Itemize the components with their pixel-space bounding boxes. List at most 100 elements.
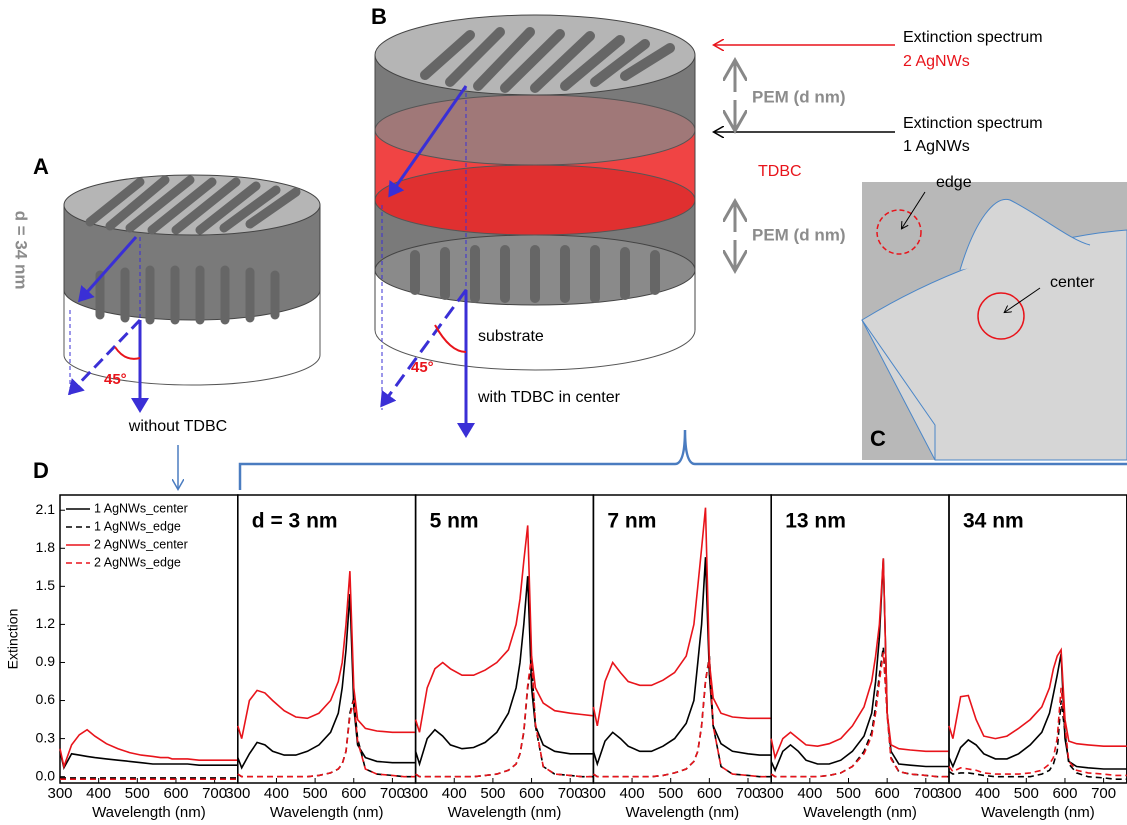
spectrum-line bbox=[770, 558, 949, 773]
y-tick-label: 2.1 bbox=[36, 501, 56, 517]
angle-label: 45° bbox=[104, 371, 127, 388]
annotation: edge bbox=[936, 174, 972, 191]
spectrum-line bbox=[948, 687, 1127, 777]
y-tick-label: 1.8 bbox=[36, 539, 56, 555]
x-axis-label: Wavelength (nm) bbox=[92, 804, 206, 821]
x-tick-label: 400 bbox=[620, 785, 645, 802]
angle-label: 45° bbox=[411, 359, 434, 376]
x-axis-label: Wavelength (nm) bbox=[981, 804, 1095, 821]
spectrum-line bbox=[414, 576, 594, 767]
annotation: Extinction spectrum bbox=[903, 29, 1043, 46]
spectrum-line bbox=[592, 658, 772, 778]
spectrum-line bbox=[948, 647, 1127, 747]
x-tick-label: 400 bbox=[797, 785, 822, 802]
y-tick-label: 0.3 bbox=[36, 729, 56, 745]
plot-frame bbox=[237, 494, 417, 784]
x-tick-label: 400 bbox=[86, 785, 111, 802]
spectrum-line bbox=[237, 700, 416, 778]
x-tick-label: 500 bbox=[1014, 785, 1039, 802]
x-tick-label: 600 bbox=[519, 785, 544, 802]
diagram-a bbox=[63, 174, 321, 413]
plot-frame bbox=[414, 494, 595, 784]
panel-title: 13 nm bbox=[785, 510, 846, 533]
panel-label: A bbox=[33, 154, 49, 179]
spectrum-line bbox=[592, 557, 772, 767]
annotation: Extinction spectrum bbox=[903, 115, 1043, 132]
x-tick-label: 400 bbox=[442, 785, 467, 802]
x-tick-label: 600 bbox=[697, 785, 722, 802]
legend-label: 1 AgNWs_center bbox=[94, 501, 188, 515]
x-tick-label: 700 bbox=[1091, 785, 1116, 802]
image-c bbox=[861, 182, 1127, 461]
diagram-b bbox=[374, 14, 895, 438]
annotation: TDBC bbox=[758, 163, 802, 180]
x-tick-label: 700 bbox=[202, 785, 227, 802]
x-tick-label: 300 bbox=[225, 785, 250, 802]
spectrum-line bbox=[59, 751, 238, 771]
caption: with TDBC in center bbox=[477, 389, 621, 406]
panel-title: d = 3 nm bbox=[252, 510, 338, 533]
annotation: PEM (d nm) bbox=[752, 87, 846, 106]
panel-title: 34 nm bbox=[963, 510, 1024, 533]
x-tick-label: 700 bbox=[380, 785, 405, 802]
spectrum-line bbox=[770, 652, 949, 778]
legend-label: 1 AgNWs_edge bbox=[94, 519, 181, 533]
thickness-label: d = 34 nm bbox=[12, 211, 31, 290]
x-tick-label: 600 bbox=[1052, 785, 1077, 802]
annotation: 2 AgNWs bbox=[903, 53, 970, 70]
spectrum-line bbox=[237, 571, 416, 739]
x-tick-label: 600 bbox=[875, 785, 900, 802]
x-tick-label: 400 bbox=[264, 785, 289, 802]
spectrum-line bbox=[770, 558, 949, 761]
spectrum-line bbox=[415, 655, 594, 778]
panel-title: 5 nm bbox=[430, 510, 479, 533]
spectrum-line bbox=[948, 700, 1127, 780]
x-tick-label: 500 bbox=[480, 785, 505, 802]
y-axis-label: Extinction bbox=[5, 609, 21, 670]
x-axis-label: Wavelength (nm) bbox=[803, 804, 917, 821]
panel-title: 7 nm bbox=[607, 510, 656, 533]
y-tick-label: 0.6 bbox=[36, 691, 56, 707]
y-tick-label: 0.9 bbox=[36, 653, 56, 669]
x-tick-label: 400 bbox=[975, 785, 1000, 802]
spectrum-line bbox=[59, 728, 238, 770]
spectrum-line bbox=[237, 593, 416, 770]
spectrum-line bbox=[948, 653, 1127, 770]
plot-frame bbox=[592, 494, 772, 784]
spectrum-line bbox=[592, 655, 772, 778]
spectrum-line bbox=[592, 507, 772, 727]
x-tick-label: 500 bbox=[303, 785, 328, 802]
x-tick-label: 300 bbox=[936, 785, 961, 802]
plot-frame bbox=[770, 494, 950, 784]
panel-label: C bbox=[870, 426, 886, 451]
x-tick-label: 500 bbox=[836, 785, 861, 802]
y-tick-label: 0.0 bbox=[36, 767, 56, 783]
x-tick-label: 300 bbox=[581, 785, 606, 802]
x-tick-label: 300 bbox=[47, 785, 72, 802]
annotation: center bbox=[1050, 274, 1095, 291]
x-tick-label: 300 bbox=[403, 785, 428, 802]
x-axis-label: Wavelength (nm) bbox=[625, 804, 739, 821]
plot-frame bbox=[948, 494, 1127, 784]
legend-label: 2 AgNWs_edge bbox=[94, 555, 181, 569]
x-tick-label: 500 bbox=[658, 785, 683, 802]
x-tick-label: 700 bbox=[913, 785, 938, 802]
x-tick-label: 700 bbox=[558, 785, 583, 802]
spectrum-line bbox=[414, 525, 594, 733]
x-axis-label: Wavelength (nm) bbox=[448, 804, 562, 821]
x-tick-label: 600 bbox=[163, 785, 188, 802]
x-tick-label: 700 bbox=[735, 785, 760, 802]
panel-label: B bbox=[371, 4, 387, 29]
annotation: 1 AgNWs bbox=[903, 138, 970, 155]
brace bbox=[238, 429, 1127, 490]
y-tick-label: 1.5 bbox=[36, 577, 56, 593]
panel-label: D bbox=[33, 458, 49, 483]
x-tick-label: 300 bbox=[759, 785, 784, 802]
legend-label: 2 AgNWs_center bbox=[94, 537, 188, 551]
x-tick-label: 600 bbox=[341, 785, 366, 802]
annotation: PEM (d nm) bbox=[752, 225, 846, 244]
y-tick-label: 1.2 bbox=[36, 615, 56, 631]
caption: without TDBC bbox=[128, 418, 227, 435]
x-tick-label: 500 bbox=[125, 785, 150, 802]
